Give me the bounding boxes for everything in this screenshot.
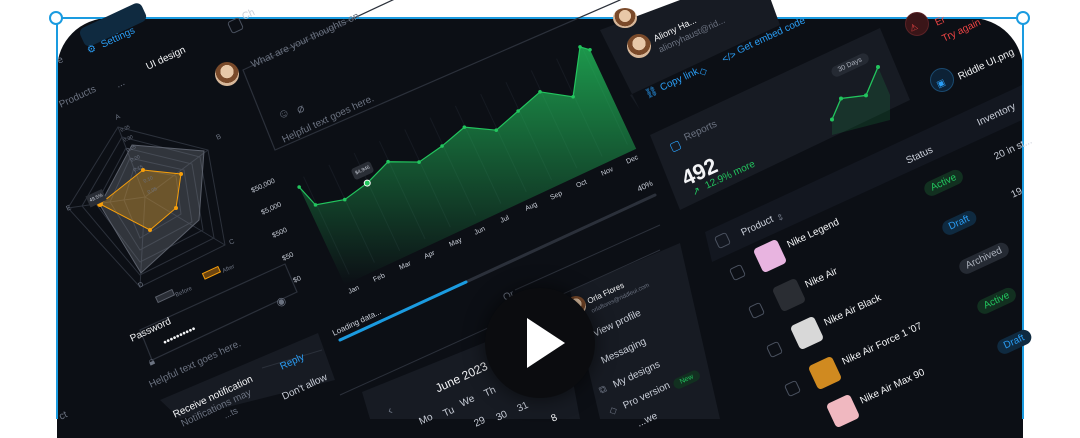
data-point bbox=[494, 128, 499, 132]
sparkline-point bbox=[876, 65, 880, 69]
sparkline-line bbox=[831, 66, 879, 120]
comment-textarea[interactable] bbox=[242, 0, 621, 151]
series-line bbox=[298, 46, 591, 206]
data-point bbox=[297, 185, 301, 189]
data-point bbox=[313, 203, 318, 207]
data-point bbox=[386, 159, 390, 164]
legend-swatch-before bbox=[154, 288, 176, 304]
avatar[interactable] bbox=[215, 62, 239, 86]
data-point bbox=[440, 144, 444, 148]
radar-chart bbox=[67, 126, 226, 304]
divider bbox=[261, 349, 323, 369]
play-button[interactable] bbox=[485, 288, 595, 398]
resize-handle-top-left[interactable] bbox=[49, 11, 63, 25]
share-card bbox=[600, 0, 780, 110]
data-point bbox=[578, 45, 582, 49]
resize-handle-top-right[interactable] bbox=[1016, 11, 1030, 25]
selection-border-left bbox=[56, 18, 58, 419]
table-header-band bbox=[705, 85, 1022, 262]
selection-border-top bbox=[56, 17, 1024, 19]
data-point bbox=[516, 109, 520, 113]
loading-progress bbox=[338, 193, 657, 342]
avatar bbox=[627, 34, 651, 58]
data-point bbox=[571, 94, 575, 99]
sparkline-point bbox=[839, 96, 843, 101]
radar-series-before bbox=[99, 144, 205, 274]
data-point bbox=[363, 179, 371, 187]
sparkline-point bbox=[864, 93, 868, 98]
data-point bbox=[417, 160, 421, 164]
notification-card bbox=[160, 333, 335, 419]
sparkline-point bbox=[830, 117, 834, 122]
progress-fill bbox=[338, 280, 468, 342]
radar-series-after bbox=[99, 169, 182, 231]
selection-border-right bbox=[1022, 18, 1024, 419]
reports-sparkline bbox=[830, 65, 890, 135]
divider bbox=[514, 224, 661, 291]
error-icon bbox=[905, 12, 929, 36]
data-point bbox=[538, 90, 542, 94]
area-fill bbox=[299, 46, 637, 285]
line-chart bbox=[297, 45, 637, 285]
data-point bbox=[588, 47, 592, 52]
avatar bbox=[613, 8, 637, 28]
sparkline-fill bbox=[832, 67, 890, 135]
data-point bbox=[462, 125, 467, 129]
file-icon bbox=[930, 68, 954, 92]
legend-swatch-after bbox=[201, 265, 222, 280]
data-point bbox=[342, 197, 347, 202]
password-field-border[interactable] bbox=[139, 263, 298, 361]
